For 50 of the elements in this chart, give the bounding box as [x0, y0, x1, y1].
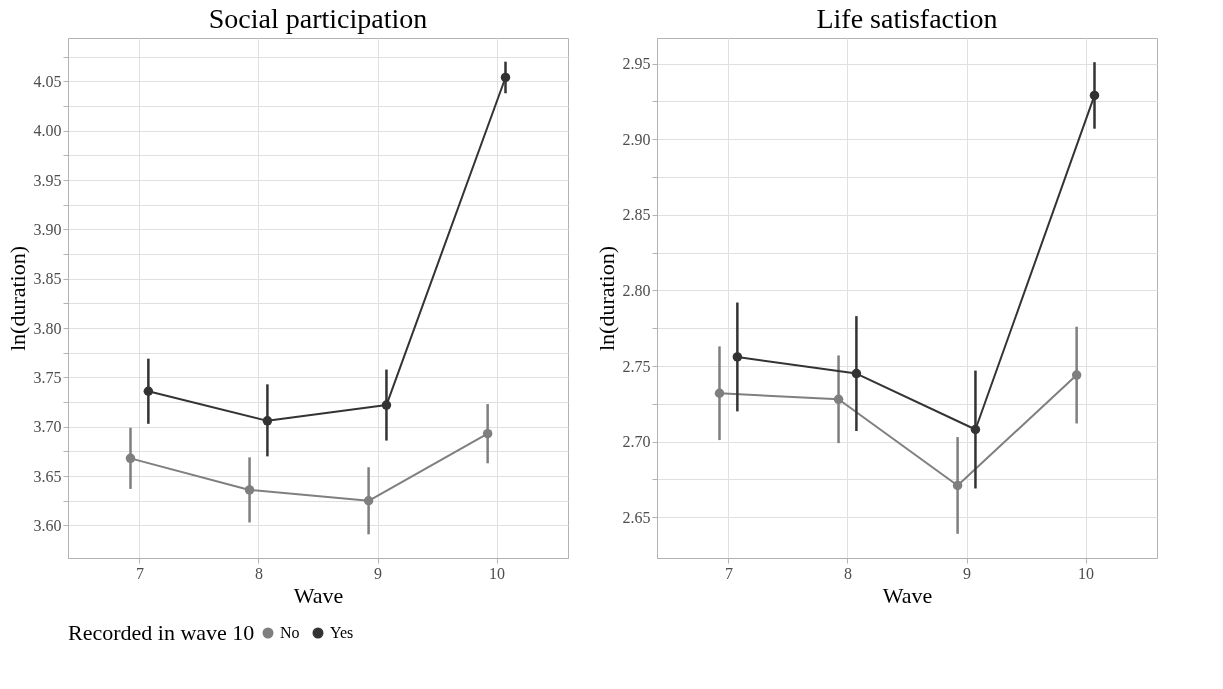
y-tick-label: 3.90 [33, 220, 62, 238]
y-tick-label: 3.80 [33, 319, 62, 337]
y-tick-label: 2.70 [622, 433, 651, 451]
legend-label: No [280, 624, 300, 641]
point [970, 424, 981, 435]
y-tick-label: 3.65 [33, 467, 62, 485]
y-tick-label: 2.75 [622, 357, 651, 375]
x-tick-label: 10 [489, 564, 506, 582]
point [714, 388, 725, 398]
y-tick-label: 2.85 [622, 206, 651, 224]
x-tick-label: 8 [843, 564, 852, 582]
point [952, 480, 963, 491]
y-tick-label: 3.75 [33, 368, 62, 386]
point [482, 428, 493, 439]
y-tick-label: 2.90 [622, 130, 651, 148]
point [381, 400, 392, 410]
chart-title: Life satisfaction [816, 3, 998, 34]
x-tick-label: 9 [963, 564, 972, 582]
y-tick-label: 3.85 [33, 270, 62, 288]
x-tick-label: 7 [724, 564, 733, 582]
point [262, 416, 273, 426]
legend-label: Yes [330, 624, 354, 641]
point [500, 72, 511, 83]
y-tick-label: 2.65 [622, 508, 651, 526]
y-axis-title: ln(duration) [593, 245, 619, 352]
y-axis-title: ln(duration) [4, 245, 30, 352]
point [851, 368, 862, 379]
point [125, 453, 136, 464]
x-axis-title: Wave [293, 582, 344, 608]
y-tick-label: 3.70 [33, 418, 62, 436]
point [833, 394, 844, 405]
x-tick-label: 8 [254, 564, 263, 582]
point [1071, 370, 1082, 380]
point [143, 386, 154, 396]
y-tick-label: 2.80 [622, 281, 651, 299]
point [244, 485, 255, 495]
x-tick-label: 7 [135, 564, 144, 582]
legend-title: Recorded in wave 10 [68, 620, 255, 645]
point [363, 496, 374, 506]
point [732, 352, 743, 362]
y-tick-label: 4.00 [33, 122, 62, 140]
x-tick-label: 10 [1078, 564, 1095, 582]
point [1089, 90, 1100, 101]
y-tick-label: 3.95 [33, 171, 62, 189]
y-tick-label: 2.95 [622, 55, 651, 73]
x-axis-title: Wave [882, 582, 933, 608]
chart-title: Social participation [208, 3, 428, 34]
y-tick-label: 3.60 [33, 516, 62, 534]
x-tick-label: 9 [374, 564, 383, 582]
y-tick-label: 4.05 [33, 72, 62, 90]
